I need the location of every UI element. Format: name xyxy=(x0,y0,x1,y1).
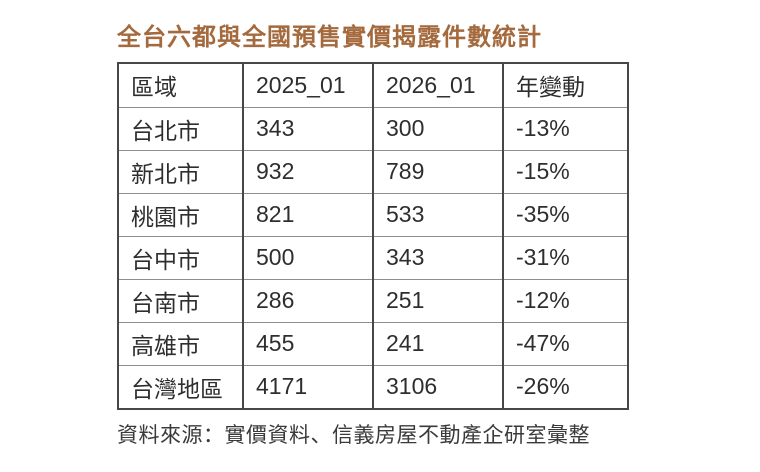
table-row-kaohsiung: 高雄市 455 241 -47% xyxy=(118,322,628,366)
table-cell-2026: 300 xyxy=(373,107,504,151)
table-cell-2025: 932 xyxy=(243,150,374,194)
table-cell-change: -12% xyxy=(503,279,628,323)
table-cell-2025: 455 xyxy=(243,322,374,366)
table-cell-region: 台北市 xyxy=(118,107,244,151)
table-cell-region: 台中市 xyxy=(118,236,244,280)
table-cell-region: 高雄市 xyxy=(118,322,244,366)
page-title: 全台六都與全國預售實價揭露件數統計 xyxy=(117,24,542,51)
column-header-yoy-change: 年變動 xyxy=(503,62,628,108)
column-header-2026-01: 2026_01 xyxy=(373,62,504,108)
table-row-taiwan-area: 台灣地區 4171 3106 -26% xyxy=(118,365,628,409)
table-cell-change: -31% xyxy=(503,236,628,280)
table-cell-2026: 343 xyxy=(373,236,504,280)
table-cell-2025: 4171 xyxy=(243,365,374,409)
table-row-taipei: 台北市 343 300 -13% xyxy=(118,107,628,151)
table-cell-2025: 821 xyxy=(243,193,374,237)
source-note: 資料來源：實價資料、信義房屋不動產企研室彙整 xyxy=(117,423,590,447)
content-area: 全台六都與全國預售實價揭露件數統計 區域 2025_01 2026_01 年變動… xyxy=(117,24,677,449)
table-cell-2026: 3106 xyxy=(373,365,504,409)
table-row-taichung: 台中市 500 343 -31% xyxy=(118,236,628,280)
table-cell-change: -26% xyxy=(516,373,570,400)
header-row: 區域 2025_01 2026_01 年變動 xyxy=(118,62,628,108)
table-row-taoyuan: 桃園市 821 533 -35% xyxy=(118,193,628,237)
table-cell-region: 台南市 xyxy=(118,279,244,323)
table-cell-region: 桃園市 xyxy=(118,193,244,237)
table-cell-2025: 286 xyxy=(243,279,374,323)
table-cell-region: 台灣地區 xyxy=(118,365,244,409)
table-cell-2026: 251 xyxy=(373,279,504,323)
table-cell-2026: 241 xyxy=(373,322,504,366)
table-cell-region: 新北市 xyxy=(118,150,244,194)
table-row-newtaipei: 新北市 932 789 -15% xyxy=(118,150,628,194)
table-cell-change: -13% xyxy=(503,107,628,151)
column-header-2025-01: 2025_01 xyxy=(243,62,374,108)
table-cell-2025: 500 xyxy=(243,236,374,280)
table-cell-change: -15% xyxy=(503,150,628,194)
table-cell-change: -35% xyxy=(503,193,628,237)
table-row-tainan: 台南市 286 251 -12% xyxy=(118,279,628,323)
table-cell-change: -47% xyxy=(503,322,628,366)
table-cell-2026: 533 xyxy=(373,193,504,237)
table-cell-2026: 789 xyxy=(373,150,504,194)
table-cell-2025: 343 xyxy=(243,107,374,151)
column-header-region: 區域 xyxy=(118,62,244,108)
stats-table: 區域 2025_01 2026_01 年變動 台北市 343 300 -13% … xyxy=(117,61,629,410)
